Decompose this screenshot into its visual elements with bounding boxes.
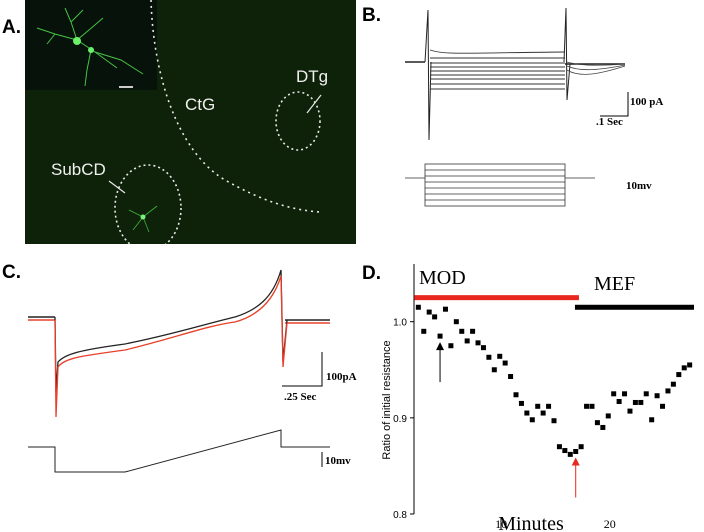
- data-point: [480, 345, 486, 351]
- data-point: [508, 374, 514, 379]
- data-point: [622, 391, 628, 397]
- data-point: [594, 420, 600, 426]
- data-point: [518, 400, 524, 406]
- data-point: [442, 306, 448, 312]
- data-points: [415, 304, 693, 457]
- x-axis-label: Minutes: [498, 513, 564, 532]
- panel-c-scale-voltage: 10mv: [325, 455, 351, 467]
- data-point: [421, 328, 427, 334]
- data-point: [649, 417, 655, 423]
- y-tick-label: 1.0: [393, 318, 407, 329]
- condition-bar-mod: [414, 295, 579, 301]
- resistance-chart: 0.8 0.9 1.0 10 20 MOD MEF Minutes Ratio of i…: [381, 264, 694, 532]
- data-point: [676, 372, 682, 378]
- data-point: [611, 391, 617, 397]
- region-label-dtg: DTg: [296, 67, 329, 86]
- panel-d-label: D.: [362, 263, 381, 284]
- data-point: [453, 319, 459, 325]
- data-point: [426, 309, 432, 315]
- data-point: [567, 451, 573, 457]
- x-tick-label: 10: [495, 517, 507, 531]
- data-point: [486, 354, 492, 360]
- data-point: [415, 304, 421, 310]
- data-point: [654, 393, 660, 399]
- data-point: [448, 343, 454, 349]
- y-tick-label: 0.8: [393, 510, 407, 521]
- chart-axes: 0.8 0.9 1.0 10 20: [393, 264, 616, 531]
- panel-c-traces: [28, 269, 330, 473]
- data-point: [529, 417, 535, 423]
- data-point: [437, 333, 443, 339]
- panel-c-scale-time: .25 Sec: [284, 391, 317, 403]
- data-point: [665, 388, 671, 394]
- data-point: [562, 448, 568, 454]
- data-point: [540, 410, 546, 416]
- condition-bar-mef: [574, 304, 694, 310]
- data-point: [638, 399, 644, 405]
- data-point: [584, 403, 590, 409]
- data-point: [660, 403, 666, 409]
- arrow-head: [571, 457, 580, 466]
- data-point: [616, 399, 622, 404]
- panel-b-scale-time: .1 Sec: [596, 116, 623, 128]
- panel-c-scale-current: 100pA: [326, 371, 357, 383]
- data-point: [687, 362, 693, 368]
- event-arrows: [436, 342, 580, 498]
- data-point: [605, 413, 611, 419]
- data-point: [464, 338, 470, 344]
- data-point: [432, 314, 438, 320]
- data-point: [502, 360, 508, 366]
- data-point: [589, 403, 595, 409]
- neuron-inset-image: [25, 0, 157, 90]
- y-axis-label: Ratio of initial resistance: [381, 340, 393, 459]
- data-point: [578, 444, 584, 450]
- panel-b-scale-current: 100 pA: [630, 96, 664, 108]
- data-point: [627, 408, 633, 414]
- data-point: [470, 328, 476, 334]
- panel-b-scale-voltage: 10mv: [626, 180, 652, 192]
- condition-bars: [414, 295, 694, 310]
- panel-b-traces: [405, 7, 629, 207]
- mef-label: MEF: [594, 273, 635, 295]
- y-tick-label: 0.9: [393, 414, 407, 425]
- x-tick-label: 20: [604, 517, 616, 531]
- data-point: [670, 381, 676, 387]
- data-point: [681, 365, 687, 371]
- data-point: [513, 392, 519, 398]
- panel-b-label: B.: [362, 5, 381, 26]
- data-point: [556, 444, 562, 450]
- panel-c-label: C.: [2, 262, 21, 283]
- region-label-subcd: SubCD: [51, 160, 106, 179]
- data-point: [475, 340, 481, 346]
- data-point: [600, 424, 606, 430]
- region-label-ctg: CtG: [185, 95, 216, 114]
- data-point: [497, 353, 503, 359]
- data-point: [524, 410, 530, 416]
- data-point: [459, 328, 465, 334]
- data-point: [535, 403, 541, 409]
- micrograph-image: CtG DTg SubCD: [25, 0, 356, 244]
- data-point: [546, 403, 552, 409]
- panel-a-label: A.: [2, 17, 21, 38]
- micrograph-overlay: [36, 0, 322, 244]
- arrow-head: [436, 342, 445, 351]
- data-point: [491, 367, 497, 373]
- data-point: [643, 391, 649, 397]
- data-point: [632, 399, 638, 405]
- mod-label: MOD: [419, 267, 466, 289]
- data-point: [551, 418, 557, 424]
- data-point: [573, 449, 579, 454]
